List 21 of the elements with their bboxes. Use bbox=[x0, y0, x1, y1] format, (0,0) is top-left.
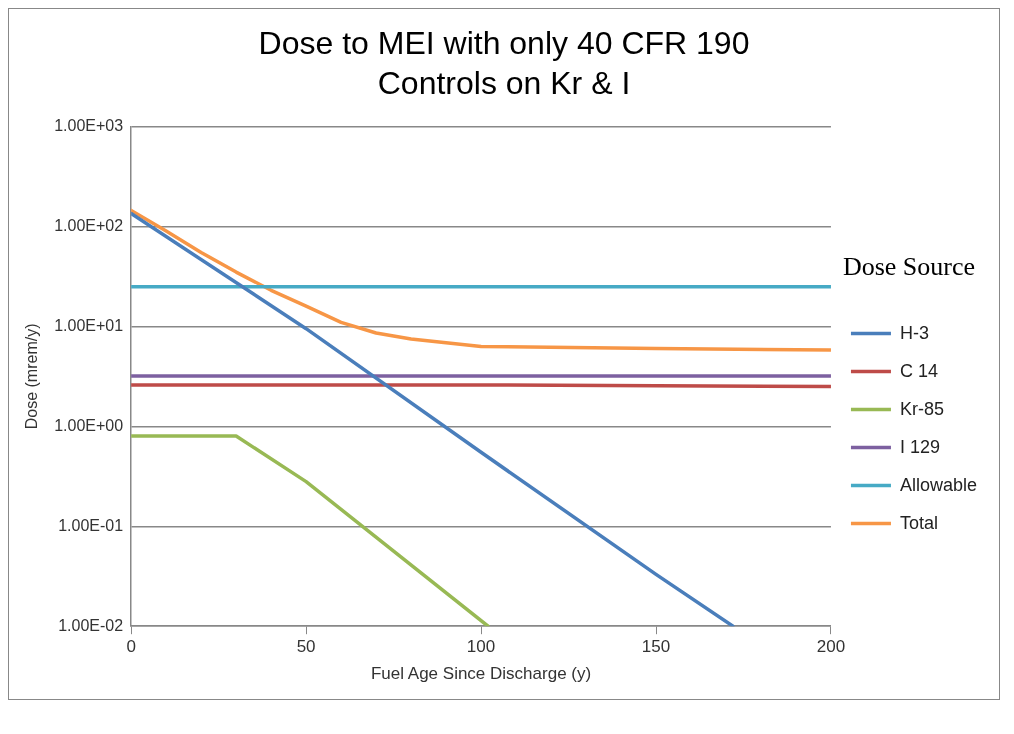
y-tick-label: 1.00E+02 bbox=[54, 216, 124, 234]
legend-label: I 129 bbox=[899, 436, 940, 457]
x-tick-label: 150 bbox=[641, 637, 671, 657]
y-tick-label: 1.00E+01 bbox=[54, 316, 124, 334]
x-tick-label: 50 bbox=[296, 637, 316, 657]
y-axis-title: Dose (mrem/y) bbox=[23, 323, 41, 430]
y-tick-label: 1.00E-02 bbox=[58, 616, 124, 634]
legend-label: H-3 bbox=[899, 322, 929, 343]
x-tick-label: 200 bbox=[816, 637, 846, 657]
x-tick-label: 0 bbox=[126, 637, 136, 657]
legend-label: Total bbox=[899, 512, 938, 533]
x-axis-title: Fuel Age Since Discharge (y) bbox=[370, 664, 592, 684]
chart-title: Dose to MEI with only 40 CFR 190 Controls on Kr & I bbox=[257, 24, 751, 103]
x-tick-label: 100 bbox=[466, 637, 496, 657]
legend-label: C 14 bbox=[899, 360, 938, 381]
y-tick-label: 1.00E+00 bbox=[54, 416, 124, 434]
y-tick-label: 1.00E-01 bbox=[58, 516, 124, 534]
legend-title: Dose Source bbox=[842, 252, 976, 282]
y-tick-label: 1.00E+03 bbox=[54, 117, 124, 135]
legend-label: Allowable bbox=[899, 474, 977, 495]
legend-label: Kr-85 bbox=[899, 398, 944, 419]
